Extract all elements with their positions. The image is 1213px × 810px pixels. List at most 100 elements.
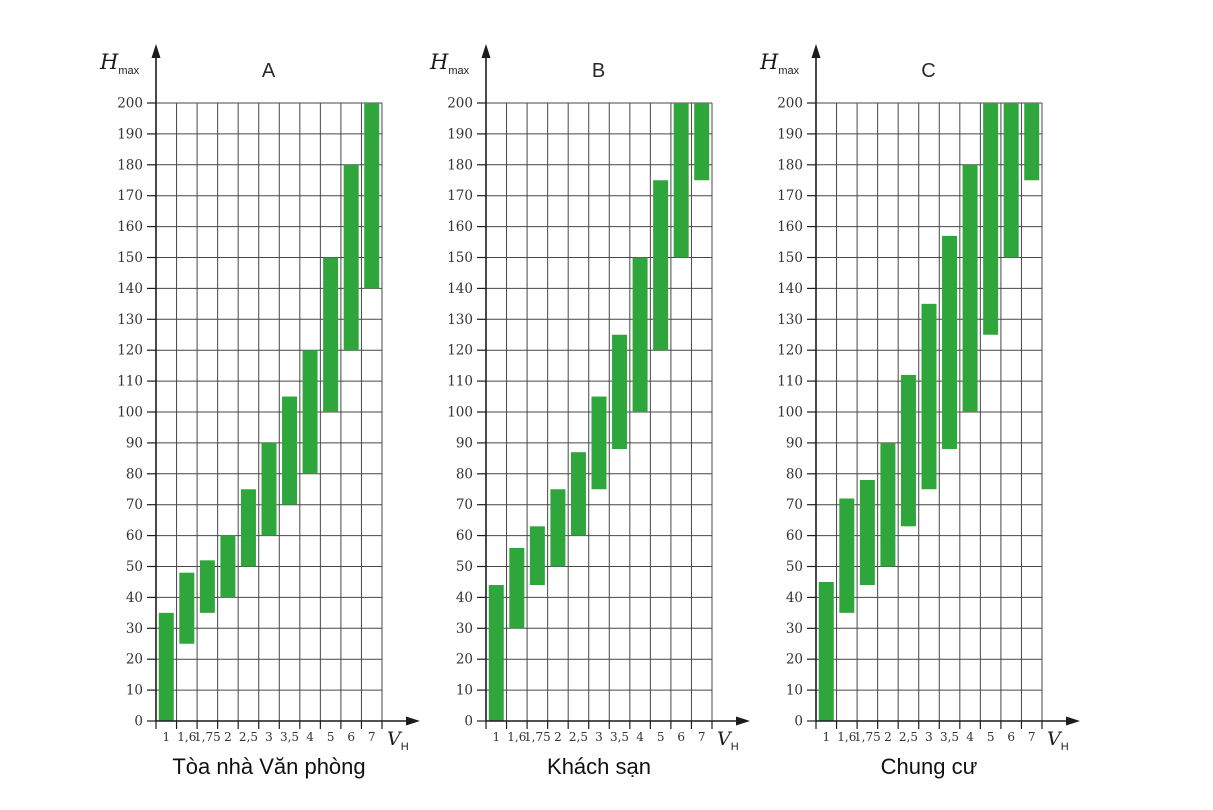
range-bar-7	[1024, 103, 1040, 181]
y-tick-label: 50	[126, 559, 143, 575]
x-tick-label: 5	[327, 730, 335, 744]
y-tick-label: 140	[777, 281, 803, 297]
range-bar-6	[673, 103, 689, 258]
x-axis-title: VH	[1047, 728, 1069, 753]
range-bar-2,5	[240, 489, 256, 567]
y-tick-label: 0	[134, 714, 143, 730]
x-tick-label: 3	[595, 730, 603, 744]
y-axis-title: Hmax	[100, 50, 139, 77]
x-tick-label: 2	[224, 730, 232, 744]
y-tick-label: 180	[447, 157, 473, 173]
range-bar-7	[694, 103, 710, 181]
x-axis-arrow	[736, 716, 750, 726]
tick-marks	[477, 102, 713, 729]
y-tick-label: 80	[786, 466, 803, 482]
x-tick-label: 3,5	[610, 730, 629, 744]
chart-caption: Tòa nhà Văn phòng	[172, 754, 366, 779]
y-axis-title-sub: max	[448, 65, 470, 78]
chart-apartment: 0 10 20 30 40 50 60 70 80 90 100 110 120 130 140 150 160…	[750, 40, 1090, 802]
x-tick-label: 1,75	[524, 730, 551, 744]
x-tick-label: 6	[677, 730, 685, 744]
tick-labels: 0 10 20 30 40 50 60 70 80 90 100 110 120 130 140 150 160…	[447, 96, 705, 745]
x-tick-label: 6	[347, 730, 355, 744]
bars	[488, 103, 710, 721]
x-tick-label: 7	[1028, 730, 1036, 744]
y-tick-label: 180	[117, 157, 143, 173]
x-axis-arrow	[1066, 716, 1080, 726]
tick-marks	[147, 102, 383, 729]
y-tick-label: 160	[447, 219, 473, 235]
x-tick-label: 3	[265, 730, 273, 744]
y-axis-title-sub: max	[778, 65, 800, 78]
x-tick-label: 1,75	[854, 730, 881, 744]
y-tick-label: 50	[456, 559, 473, 575]
y-tick-label: 160	[117, 219, 143, 235]
y-tick-label: 150	[447, 250, 473, 266]
y-tick-label: 100	[117, 405, 143, 421]
x-axis-title-sub: H	[1060, 740, 1069, 753]
y-tick-label: 140	[117, 281, 143, 297]
range-bar-3,5	[612, 334, 628, 450]
range-bar-5	[323, 257, 339, 412]
y-tick-label: 80	[456, 466, 473, 482]
range-bar-2,5	[570, 452, 586, 536]
x-tick-label: 3,5	[280, 730, 299, 744]
plot-area-a: 0 10 20 30 40 50 60 70 80 90 100 110 120 130 140 150 160…	[117, 44, 420, 744]
x-tick-label: 2,5	[239, 730, 258, 744]
x-axis-title-sub: H	[730, 740, 739, 753]
y-tick-label: 170	[447, 188, 473, 204]
chart-caption: Chung cư	[880, 754, 978, 779]
range-bar-3	[591, 396, 607, 490]
chart-title: C	[921, 60, 937, 82]
range-bar-3	[921, 303, 937, 490]
y-axis-title-main: H	[760, 50, 779, 74]
x-tick-label: 1,6	[837, 730, 856, 744]
plot-area-b: 0 10 20 30 40 50 60 70 80 90 100 110 120 130 140 150 160…	[447, 44, 750, 745]
x-axis-title-sub: H	[400, 740, 409, 753]
range-bar-1	[488, 585, 504, 721]
range-bar-1	[158, 612, 174, 721]
x-axis-title: VH	[387, 728, 409, 753]
x-tick-label: 3	[925, 730, 933, 744]
x-tick-label: 7	[368, 730, 376, 744]
x-tick-label: 2,5	[899, 730, 918, 744]
y-tick-label: 150	[777, 250, 803, 266]
x-tick-label: 1,6	[507, 730, 526, 744]
range-bar-5	[983, 103, 999, 335]
range-bar-1,6	[839, 498, 855, 613]
y-tick-label: 10	[456, 683, 473, 699]
y-axis-title: Hmax	[430, 50, 469, 77]
y-tick-label: 70	[786, 497, 803, 513]
x-tick-label: 3,5	[940, 730, 959, 744]
x-tick-label: 5	[657, 730, 665, 744]
x-tick-label: 7	[698, 730, 706, 744]
x-axis-title-main: V	[717, 728, 731, 750]
y-tick-label: 160	[777, 219, 803, 235]
y-tick-label: 80	[126, 466, 143, 482]
y-axis-title-main: H	[430, 50, 449, 74]
range-bar-3	[261, 442, 277, 536]
y-tick-label: 130	[117, 312, 143, 328]
range-bar-2	[220, 535, 236, 598]
x-axis-title-main: V	[387, 728, 401, 750]
range-bar-4	[632, 257, 648, 412]
y-tick-label: 130	[447, 312, 473, 328]
range-bar-7	[364, 103, 380, 289]
x-axis-arrow	[406, 716, 420, 726]
y-tick-label: 60	[786, 528, 803, 544]
y-tick-label: 110	[447, 374, 473, 390]
x-tick-label: 1	[492, 730, 500, 744]
y-tick-label: 190	[777, 126, 803, 142]
x-tick-label: 2,5	[569, 730, 588, 744]
y-tick-label: 20	[126, 652, 143, 668]
x-tick-label: 4	[306, 730, 314, 744]
y-tick-label: 170	[117, 188, 143, 204]
y-tick-label: 50	[786, 559, 803, 575]
y-tick-label: 10	[786, 683, 803, 699]
x-tick-label: 2	[884, 730, 892, 744]
y-tick-label: 120	[117, 343, 143, 359]
range-bar-2	[880, 442, 896, 567]
y-tick-label: 200	[777, 96, 803, 112]
y-tick-label: 120	[777, 343, 803, 359]
